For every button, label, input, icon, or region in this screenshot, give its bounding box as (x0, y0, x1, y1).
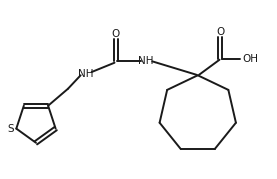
Text: O: O (216, 27, 224, 37)
Text: NH: NH (78, 69, 93, 79)
Text: O: O (112, 29, 120, 39)
Text: OH: OH (242, 54, 258, 64)
Text: S: S (7, 124, 14, 134)
Text: NH: NH (138, 56, 154, 66)
